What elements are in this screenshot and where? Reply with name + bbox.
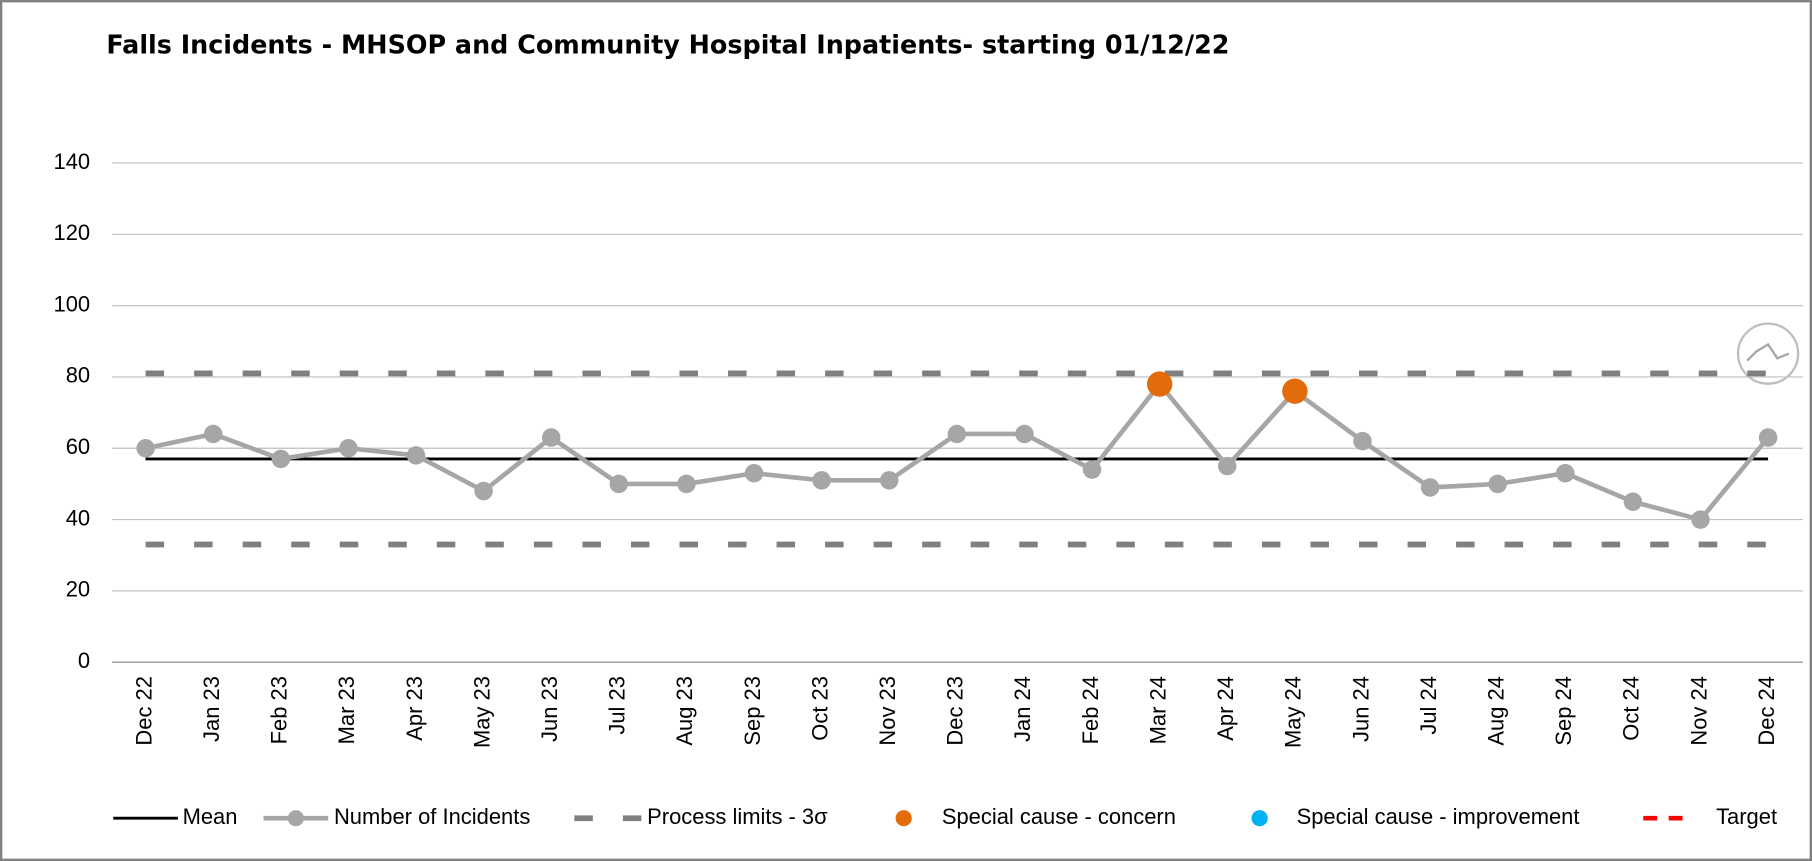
y-tick-label: 80 <box>66 363 90 388</box>
incident-point <box>339 439 358 458</box>
y-tick-label: 0 <box>78 648 90 673</box>
x-tick-label: Jul 24 <box>1416 676 1441 735</box>
incident-point <box>812 471 831 490</box>
incident-point <box>541 428 561 447</box>
incident-point <box>1218 456 1237 476</box>
y-tick-label: 20 <box>66 577 90 602</box>
y-tick-label: 140 <box>54 149 91 174</box>
incident-point <box>609 474 629 494</box>
x-tick-label: Dec 24 <box>1754 676 1779 746</box>
incident-point <box>203 424 223 444</box>
x-tick-label: Jan 24 <box>1010 676 1035 742</box>
incident-point <box>677 474 696 494</box>
x-tick-label: Aug 23 <box>672 676 697 746</box>
y-tick-label: 120 <box>54 220 91 245</box>
y-tick-label: 100 <box>54 291 91 316</box>
x-tick-label: Oct 23 <box>807 676 832 741</box>
x-tick-label: Jan 23 <box>199 676 224 742</box>
special-cause-point <box>1146 371 1173 397</box>
legend-label: Target <box>1716 804 1777 829</box>
x-tick-label: Dec 22 <box>131 676 156 746</box>
incident-point <box>1488 474 1507 494</box>
x-tick-label: May 23 <box>469 676 494 748</box>
incident-point <box>1015 424 1034 444</box>
x-tick-label: Feb 24 <box>1078 676 1103 744</box>
incident-point <box>136 439 155 458</box>
legend-label: Mean <box>183 804 238 829</box>
x-tick-label: Mar 23 <box>334 676 359 744</box>
x-tick-label: Jun 23 <box>537 676 562 742</box>
x-tick-label: Dec 23 <box>943 676 968 746</box>
x-tick-label: Sep 23 <box>740 676 765 746</box>
incident-point <box>1420 478 1440 497</box>
y-tick-label: 40 <box>66 505 90 530</box>
x-tick-label: Jul 23 <box>605 676 630 735</box>
x-tick-label: Jun 24 <box>1348 676 1373 742</box>
x-tick-label: Nov 24 <box>1686 676 1711 746</box>
x-tick-label: Apr 23 <box>402 676 427 741</box>
incident-point <box>947 424 967 444</box>
legend-symbol <box>1251 810 1268 827</box>
x-tick-label: Oct 24 <box>1619 676 1644 741</box>
incident-point <box>1556 463 1575 483</box>
incident-point <box>271 449 291 469</box>
x-tick-label: Nov 23 <box>875 676 900 746</box>
chart-title: Falls Incidents - MHSOP and Community Ho… <box>106 29 1229 59</box>
legend-label: Special cause - improvement <box>1297 804 1580 829</box>
incident-point <box>744 463 764 483</box>
legend-label: Number of Incidents <box>334 804 530 829</box>
legend-symbol <box>895 810 912 827</box>
incident-point <box>879 471 899 490</box>
x-tick-label: Mar 24 <box>1145 676 1170 744</box>
incident-point <box>406 446 426 465</box>
x-tick-label: Apr 24 <box>1213 676 1238 741</box>
x-tick-label: Sep 24 <box>1551 676 1576 746</box>
y-tick-label: 60 <box>66 434 90 459</box>
special-cause-point <box>1282 378 1308 404</box>
legend-symbol <box>287 810 304 827</box>
incident-point <box>1623 492 1643 511</box>
incident-point <box>1353 431 1372 451</box>
incident-point <box>1691 510 1710 529</box>
incident-point <box>1082 460 1102 479</box>
x-tick-label: Feb 23 <box>267 676 292 744</box>
x-tick-label: May 24 <box>1281 676 1306 748</box>
x-tick-label: Aug 24 <box>1483 676 1508 746</box>
incident-point <box>1758 428 1778 447</box>
spc-icon <box>1736 322 1800 385</box>
incident-point <box>474 481 493 501</box>
legend-label: Process limits - 3σ <box>647 804 828 829</box>
legend-label: Special cause - concern <box>942 804 1176 829</box>
